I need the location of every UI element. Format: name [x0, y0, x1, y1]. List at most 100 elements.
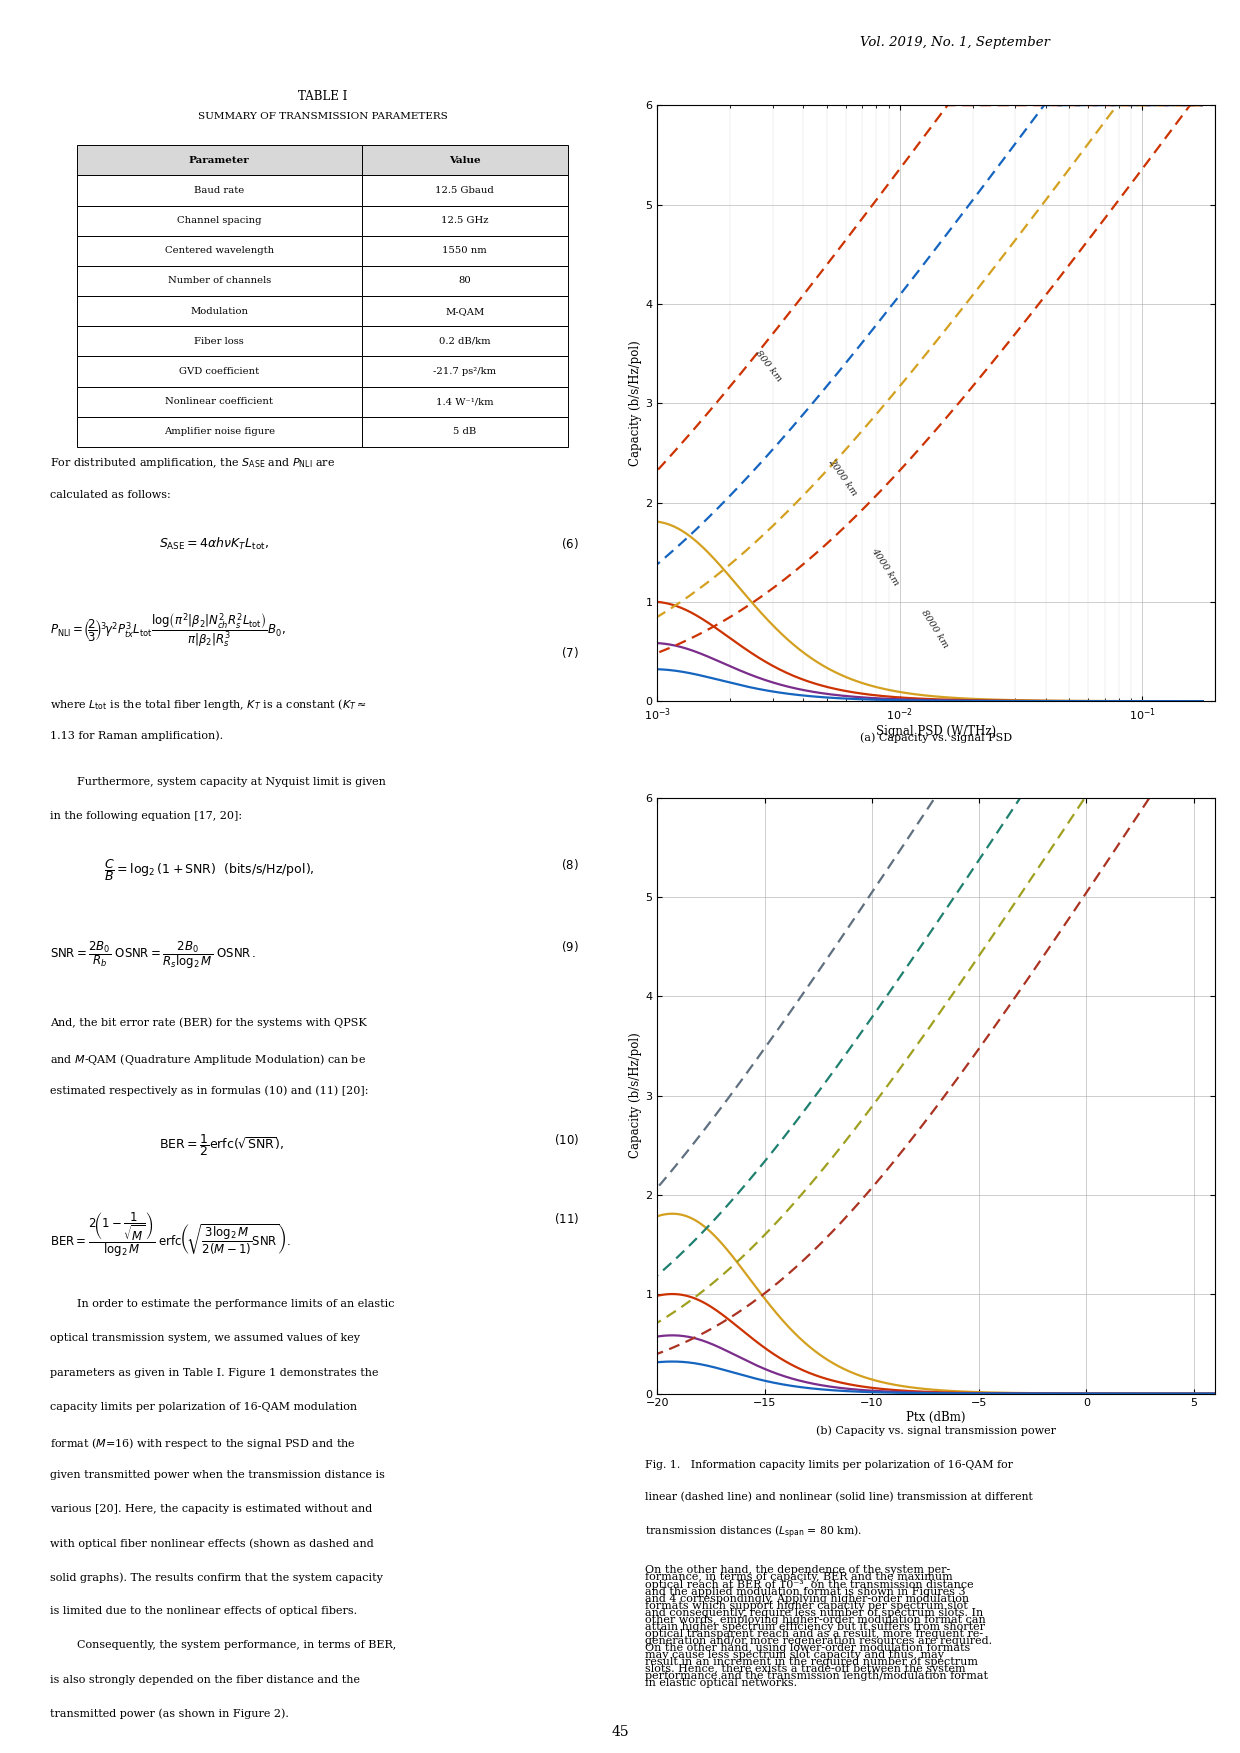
Text: Value: Value	[449, 156, 481, 165]
Text: Centered wavelength: Centered wavelength	[165, 247, 274, 256]
Text: Parameter: Parameter	[188, 156, 249, 165]
Text: M-QAM: M-QAM	[445, 307, 485, 316]
Bar	[362, 235, 568, 266]
Text: $\dfrac{C}{B} = \log_2(1 + {\rm SNR})\ \ {\rm (bits/s/Hz/pol)},$: $\dfrac{C}{B} = \log_2(1 + {\rm SNR})\ \…	[104, 857, 315, 884]
Bar	[77, 205, 362, 235]
Text: On the other hand, the dependence of the system per-: On the other hand, the dependence of the…	[645, 1565, 950, 1576]
Text: 4000 km: 4000 km	[869, 545, 900, 587]
Text: $P_{\rm NLI} = \!\left(\!\dfrac{2}{3}\!\right)^{\!3}\!\gamma^2 P_{tx}^3 L_{\rm t: $P_{\rm NLI} = \!\left(\!\dfrac{2}{3}\!\…	[50, 612, 285, 650]
Bar	[77, 266, 362, 296]
Text: linear (dashed line) and nonlinear (solid line) transmission at different: linear (dashed line) and nonlinear (soli…	[645, 1492, 1033, 1502]
Text: in elastic optical networks.: in elastic optical networks.	[645, 1678, 797, 1688]
Text: Number of channels: Number of channels	[167, 277, 270, 286]
Bar	[77, 417, 362, 447]
Text: Furthermore, system capacity at Nyquist limit is given: Furthermore, system capacity at Nyquist …	[77, 777, 386, 787]
Text: may cause less spectrum slot capacity and thus, may: may cause less spectrum slot capacity an…	[645, 1650, 944, 1660]
Text: formats which support higher capacity per spectrum slot: formats which support higher capacity pe…	[645, 1600, 967, 1611]
Bar	[362, 356, 568, 387]
Text: given transmitted power when the transmission distance is: given transmitted power when the transmi…	[50, 1471, 384, 1480]
Text: capacity limits per polarization of 16-QAM modulation: capacity limits per polarization of 16-Q…	[50, 1402, 357, 1411]
Y-axis label: Capacity (b/s/Hz/pol): Capacity (b/s/Hz/pol)	[630, 1033, 642, 1159]
Bar	[77, 296, 362, 326]
Text: Consequently, the system performance, in terms of BER,: Consequently, the system performance, in…	[77, 1641, 396, 1651]
Text: format ($M$=16) with respect to the signal PSD and the: format ($M$=16) with respect to the sign…	[50, 1436, 356, 1451]
Text: $(9)$: $(9)$	[562, 940, 579, 954]
Bar	[362, 387, 568, 417]
Text: 1.4 W⁻¹/km: 1.4 W⁻¹/km	[436, 398, 494, 407]
Text: 12.5 Gbaud: 12.5 Gbaud	[435, 186, 495, 195]
Bar	[362, 205, 568, 235]
Bar	[362, 326, 568, 356]
Text: Vol. 2019, No. 1, September: Vol. 2019, No. 1, September	[859, 37, 1050, 49]
Bar	[362, 266, 568, 296]
Text: ${\rm BER} = \dfrac{2\!\left(1 - \dfrac{1}{\sqrt{M}}\right)}{\log_2 M}\ {\rm erf: ${\rm BER} = \dfrac{2\!\left(1 - \dfrac{…	[50, 1211, 290, 1259]
Bar	[77, 356, 362, 387]
Bar	[362, 417, 568, 447]
Text: 800 km: 800 km	[754, 349, 784, 384]
Text: 12.5 GHz: 12.5 GHz	[441, 216, 489, 224]
Text: For distributed amplification, the $S_{\rm ASE}$ and $P_{\rm NLI}$ are: For distributed amplification, the $S_{\…	[50, 456, 335, 470]
Text: ${\rm BER} = \dfrac{1}{2}{\rm erfc}(\sqrt{{\rm SNR}}),$: ${\rm BER} = \dfrac{1}{2}{\rm erfc}(\sqr…	[159, 1132, 284, 1159]
Text: transmitted power (as shown in Figure 2).: transmitted power (as shown in Figure 2)…	[50, 1709, 289, 1720]
Bar	[362, 145, 568, 175]
Text: other words, employing higher-order modulation format can: other words, employing higher-order modu…	[645, 1615, 986, 1625]
Text: 1550 nm: 1550 nm	[443, 247, 487, 256]
Text: And, the bit error rate (BER) for the systems with QPSK: And, the bit error rate (BER) for the sy…	[50, 1018, 366, 1029]
Text: result in an increment in the required number of spectrum: result in an increment in the required n…	[645, 1657, 978, 1667]
Bar	[77, 326, 362, 356]
Text: transmission distances ($L_{\rm span}$ = 80 km).: transmission distances ($L_{\rm span}$ =…	[645, 1523, 862, 1541]
Text: parameters as given in Table I. Figure 1 demonstrates the: parameters as given in Table I. Figure 1…	[50, 1367, 378, 1378]
Text: (a) Capacity vs. signal PSD: (a) Capacity vs. signal PSD	[861, 733, 1012, 743]
X-axis label: Signal PSD (W/THz): Signal PSD (W/THz)	[877, 726, 996, 738]
Text: is also strongly depended on the fiber distance and the: is also strongly depended on the fiber d…	[50, 1674, 360, 1685]
Text: TABLE I: TABLE I	[298, 89, 347, 103]
Text: in the following equation [17, 20]:: in the following equation [17, 20]:	[50, 812, 242, 820]
Text: Baud rate: Baud rate	[195, 186, 244, 195]
Text: 80: 80	[459, 277, 471, 286]
Bar	[362, 175, 568, 205]
Text: Nonlinear coefficient: Nonlinear coefficient	[165, 398, 273, 407]
Text: -21.7 ps²/km: -21.7 ps²/km	[433, 366, 496, 377]
X-axis label: Ptx (dBm): Ptx (dBm)	[906, 1411, 966, 1423]
Text: GVD coefficient: GVD coefficient	[180, 366, 259, 377]
Text: Channel spacing: Channel spacing	[177, 216, 262, 224]
Text: is limited due to the nonlinear effects of optical fibers.: is limited due to the nonlinear effects …	[50, 1606, 357, 1616]
Text: 1.13 for Raman amplification).: 1.13 for Raman amplification).	[50, 731, 223, 742]
Text: (b) Capacity vs. signal transmission power: (b) Capacity vs. signal transmission pow…	[816, 1425, 1056, 1436]
Text: 45: 45	[611, 1725, 629, 1739]
Text: where $L_{\rm tot}$ is the total fiber length, $K_T$ is a constant ($K_T \approx: where $L_{\rm tot}$ is the total fiber l…	[50, 696, 367, 712]
Text: and the applied modulation format is shown in Figures 3: and the applied modulation format is sho…	[645, 1586, 966, 1597]
Text: ${\rm SNR} = \dfrac{2B_0}{R_b}\ {\rm OSNR} = \dfrac{2B_0}{R_s \log_2 M}\ {\rm OS: ${\rm SNR} = \dfrac{2B_0}{R_b}\ {\rm OSN…	[50, 940, 255, 971]
Bar	[77, 145, 362, 175]
Text: Modulation: Modulation	[190, 307, 248, 316]
Text: slots. Hence, there exists a trade-off between the system: slots. Hence, there exists a trade-off b…	[645, 1664, 966, 1674]
Text: performance and the transmission length/modulation format: performance and the transmission length/…	[645, 1671, 988, 1681]
Bar	[362, 296, 568, 326]
Text: 8000 km: 8000 km	[919, 608, 950, 650]
Text: optical transmission system, we assumed values of key: optical transmission system, we assumed …	[50, 1334, 360, 1343]
Text: attain higher spectrum efficiency but it suffers from shorter: attain higher spectrum efficiency but it…	[645, 1622, 985, 1632]
Text: estimated respectively as in formulas (10) and (11) [20]:: estimated respectively as in formulas (1…	[50, 1085, 368, 1096]
Text: optical reach at BER of 10⁻³, on the transmission distance: optical reach at BER of 10⁻³, on the tra…	[645, 1579, 973, 1590]
Text: $(6)$: $(6)$	[562, 536, 579, 550]
Text: and consequently, require less number of spectrum slots. In: and consequently, require less number of…	[645, 1608, 983, 1618]
Text: 2000 km: 2000 km	[827, 458, 859, 498]
Text: Fiber loss: Fiber loss	[195, 337, 244, 345]
Text: calculated as follows:: calculated as follows:	[50, 489, 170, 500]
Text: formance, in terms of capacity, BER and the maximum: formance, in terms of capacity, BER and …	[645, 1572, 952, 1583]
Y-axis label: Capacity (b/s/Hz/pol): Capacity (b/s/Hz/pol)	[630, 340, 642, 466]
Text: $(7)$: $(7)$	[562, 645, 579, 661]
Bar	[77, 235, 362, 266]
Text: and 4 correspondingly. Applying higher-order modulation: and 4 correspondingly. Applying higher-o…	[645, 1593, 968, 1604]
Text: $(8)$: $(8)$	[562, 857, 579, 873]
Bar	[77, 175, 362, 205]
Text: 0.2 dB/km: 0.2 dB/km	[439, 337, 491, 345]
Text: and $M$-QAM (Quadrature Amplitude Modulation) can be: and $M$-QAM (Quadrature Amplitude Modula…	[50, 1052, 366, 1068]
Text: solid graphs). The results confirm that the system capacity: solid graphs). The results confirm that …	[50, 1572, 382, 1583]
Text: with optical fiber nonlinear effects (shown as dashed and: with optical fiber nonlinear effects (sh…	[50, 1537, 373, 1548]
Text: $S_{\rm ASE} = 4\alpha h\nu K_T L_{\rm tot},$: $S_{\rm ASE} = 4\alpha h\nu K_T L_{\rm t…	[159, 536, 269, 552]
Text: On the other hand, using lower-order modulation formats: On the other hand, using lower-order mod…	[645, 1643, 970, 1653]
Text: SUMMARY OF TRANSMISSION PARAMETERS: SUMMARY OF TRANSMISSION PARAMETERS	[197, 112, 448, 121]
Text: $(11)$: $(11)$	[554, 1211, 579, 1225]
Text: 5 dB: 5 dB	[453, 428, 476, 436]
